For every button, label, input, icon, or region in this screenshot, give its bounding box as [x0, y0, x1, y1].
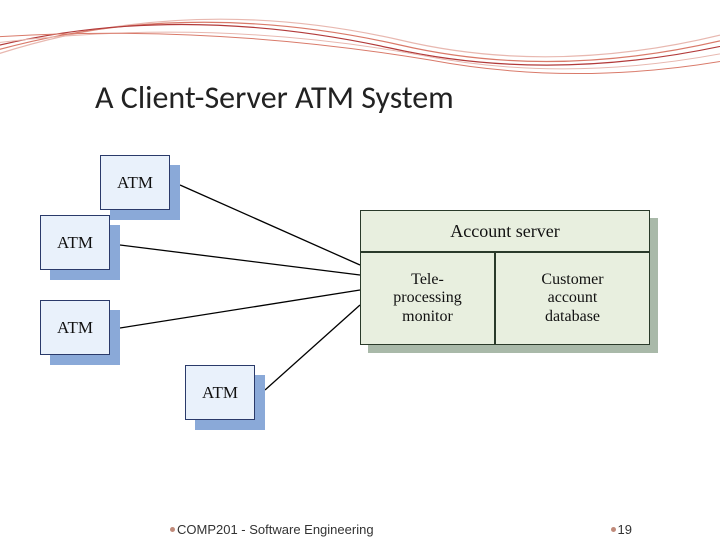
atm-label: ATM [185, 365, 255, 420]
footer-course: COMP201 - Software Engineering [170, 522, 374, 537]
slide-title: A Client-Server ATM System [95, 78, 454, 117]
atm-node: ATM [100, 155, 170, 210]
server-node: Account serverTele- processing monitorCu… [360, 210, 658, 353]
atm-node: ATM [185, 365, 255, 420]
server-cell-label: Tele- processing monitor [360, 252, 495, 345]
diagram-area: ATMATMATMATMAccount serverTele- processi… [40, 150, 680, 470]
atm-node: ATM [40, 300, 110, 355]
atm-node: ATM [40, 215, 110, 270]
footer-page: 19 [611, 522, 632, 537]
edge-line [120, 290, 360, 328]
atm-label: ATM [40, 300, 110, 355]
atm-label: ATM [100, 155, 170, 210]
server-title: Account server [360, 210, 650, 252]
atm-label: ATM [40, 215, 110, 270]
edge-line [265, 305, 360, 390]
edge-line [180, 185, 360, 265]
server-cell-label: Customer account database [495, 252, 650, 345]
